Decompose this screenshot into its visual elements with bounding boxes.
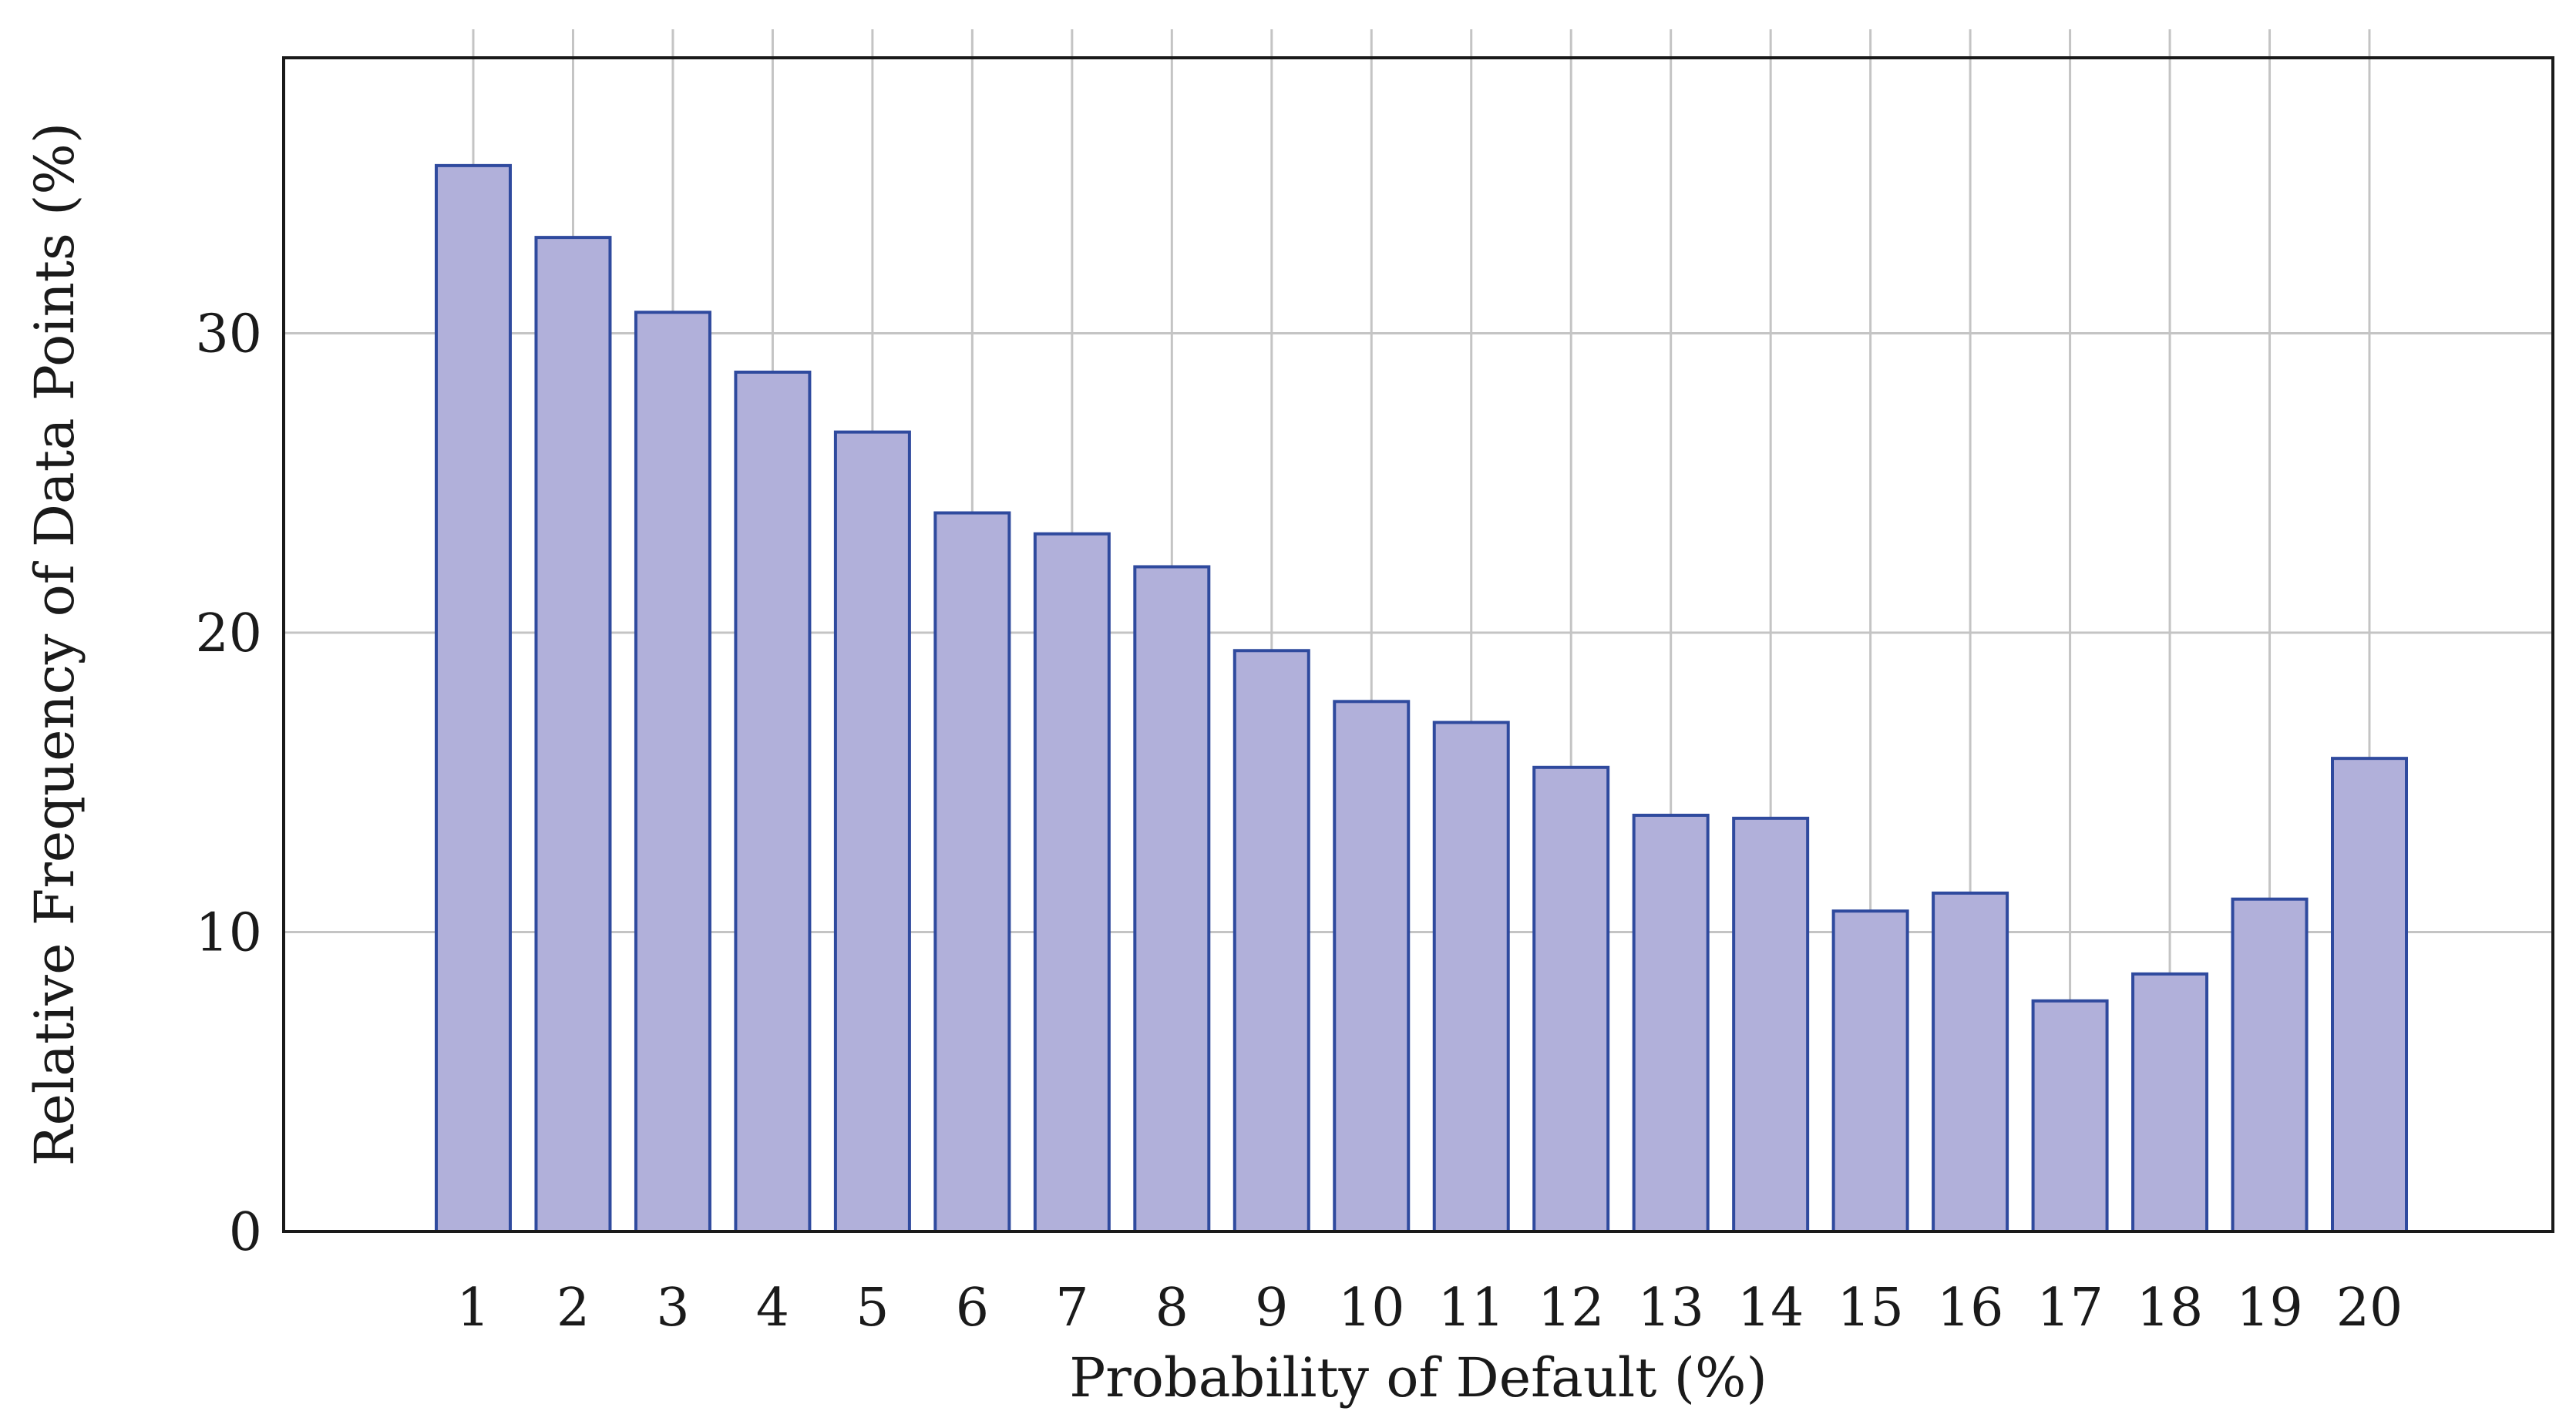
- x-axis-label: Probability of Default (%): [1069, 1346, 1767, 1409]
- x-tick-label: 3: [656, 1278, 689, 1339]
- bar-17: [2031, 999, 2109, 1233]
- y-tick-label: 0: [229, 1202, 262, 1263]
- bar-6: [933, 511, 1011, 1233]
- x-tick-label: 5: [856, 1278, 889, 1339]
- x-tick-label: 11: [1438, 1278, 1505, 1339]
- bar-18: [2131, 972, 2209, 1233]
- x-tick-label: 18: [2137, 1278, 2204, 1339]
- x-tick-label: 10: [1338, 1278, 1405, 1339]
- plot-frame: [282, 56, 2554, 1233]
- bar-12: [1532, 765, 1610, 1233]
- x-tick-label: 4: [756, 1278, 789, 1339]
- x-tick-label: 9: [1255, 1278, 1288, 1339]
- y-tick-label: 20: [195, 603, 262, 664]
- x-tick-label: 16: [1937, 1278, 2004, 1339]
- y-tick-label: 30: [195, 304, 262, 364]
- y-tick-labels: 0 10 20 30: [195, 304, 262, 1263]
- x-tick-label: 6: [956, 1278, 989, 1339]
- bar-19: [2231, 897, 2309, 1233]
- bar-3: [634, 311, 711, 1234]
- x-tick-label: 19: [2236, 1278, 2303, 1339]
- x-tick-label: 13: [1637, 1278, 1704, 1339]
- x-tick-label: 12: [1538, 1278, 1605, 1339]
- bar-16: [1932, 891, 2009, 1233]
- bar-9: [1233, 649, 1310, 1233]
- y-axis-label: Relative Frequency of Data Points (%): [23, 123, 86, 1166]
- bar-20: [2331, 757, 2408, 1233]
- x-tick-label: 2: [557, 1278, 590, 1339]
- bar-8: [1133, 565, 1211, 1233]
- x-tick-labels: 1 2 3 4 5 6 7 8 9 10 11 12 13 14 15 16 17 18 19 20: [456, 1278, 2403, 1339]
- bar-5: [833, 430, 911, 1233]
- x-tick-label: 7: [1055, 1278, 1088, 1339]
- bar-2: [534, 236, 612, 1233]
- bar-10: [1333, 700, 1411, 1233]
- bar-14: [1732, 816, 1810, 1233]
- bar-11: [1432, 721, 1510, 1233]
- bar-1: [435, 163, 512, 1234]
- bar-4: [734, 370, 812, 1234]
- grid: [284, 29, 2553, 1231]
- x-tick-label: 20: [2336, 1278, 2403, 1339]
- bar-7: [1033, 532, 1111, 1233]
- x-tick-label: 15: [1837, 1278, 1904, 1339]
- x-tick-label: 14: [1737, 1278, 1804, 1339]
- x-tick-label: 1: [456, 1278, 489, 1339]
- y-tick-label: 10: [195, 902, 262, 963]
- x-tick-label: 8: [1155, 1278, 1189, 1339]
- bar-13: [1632, 813, 1710, 1234]
- x-tick-label: 17: [2036, 1278, 2104, 1339]
- bar-15: [1831, 909, 1909, 1234]
- bars: [435, 163, 2408, 1234]
